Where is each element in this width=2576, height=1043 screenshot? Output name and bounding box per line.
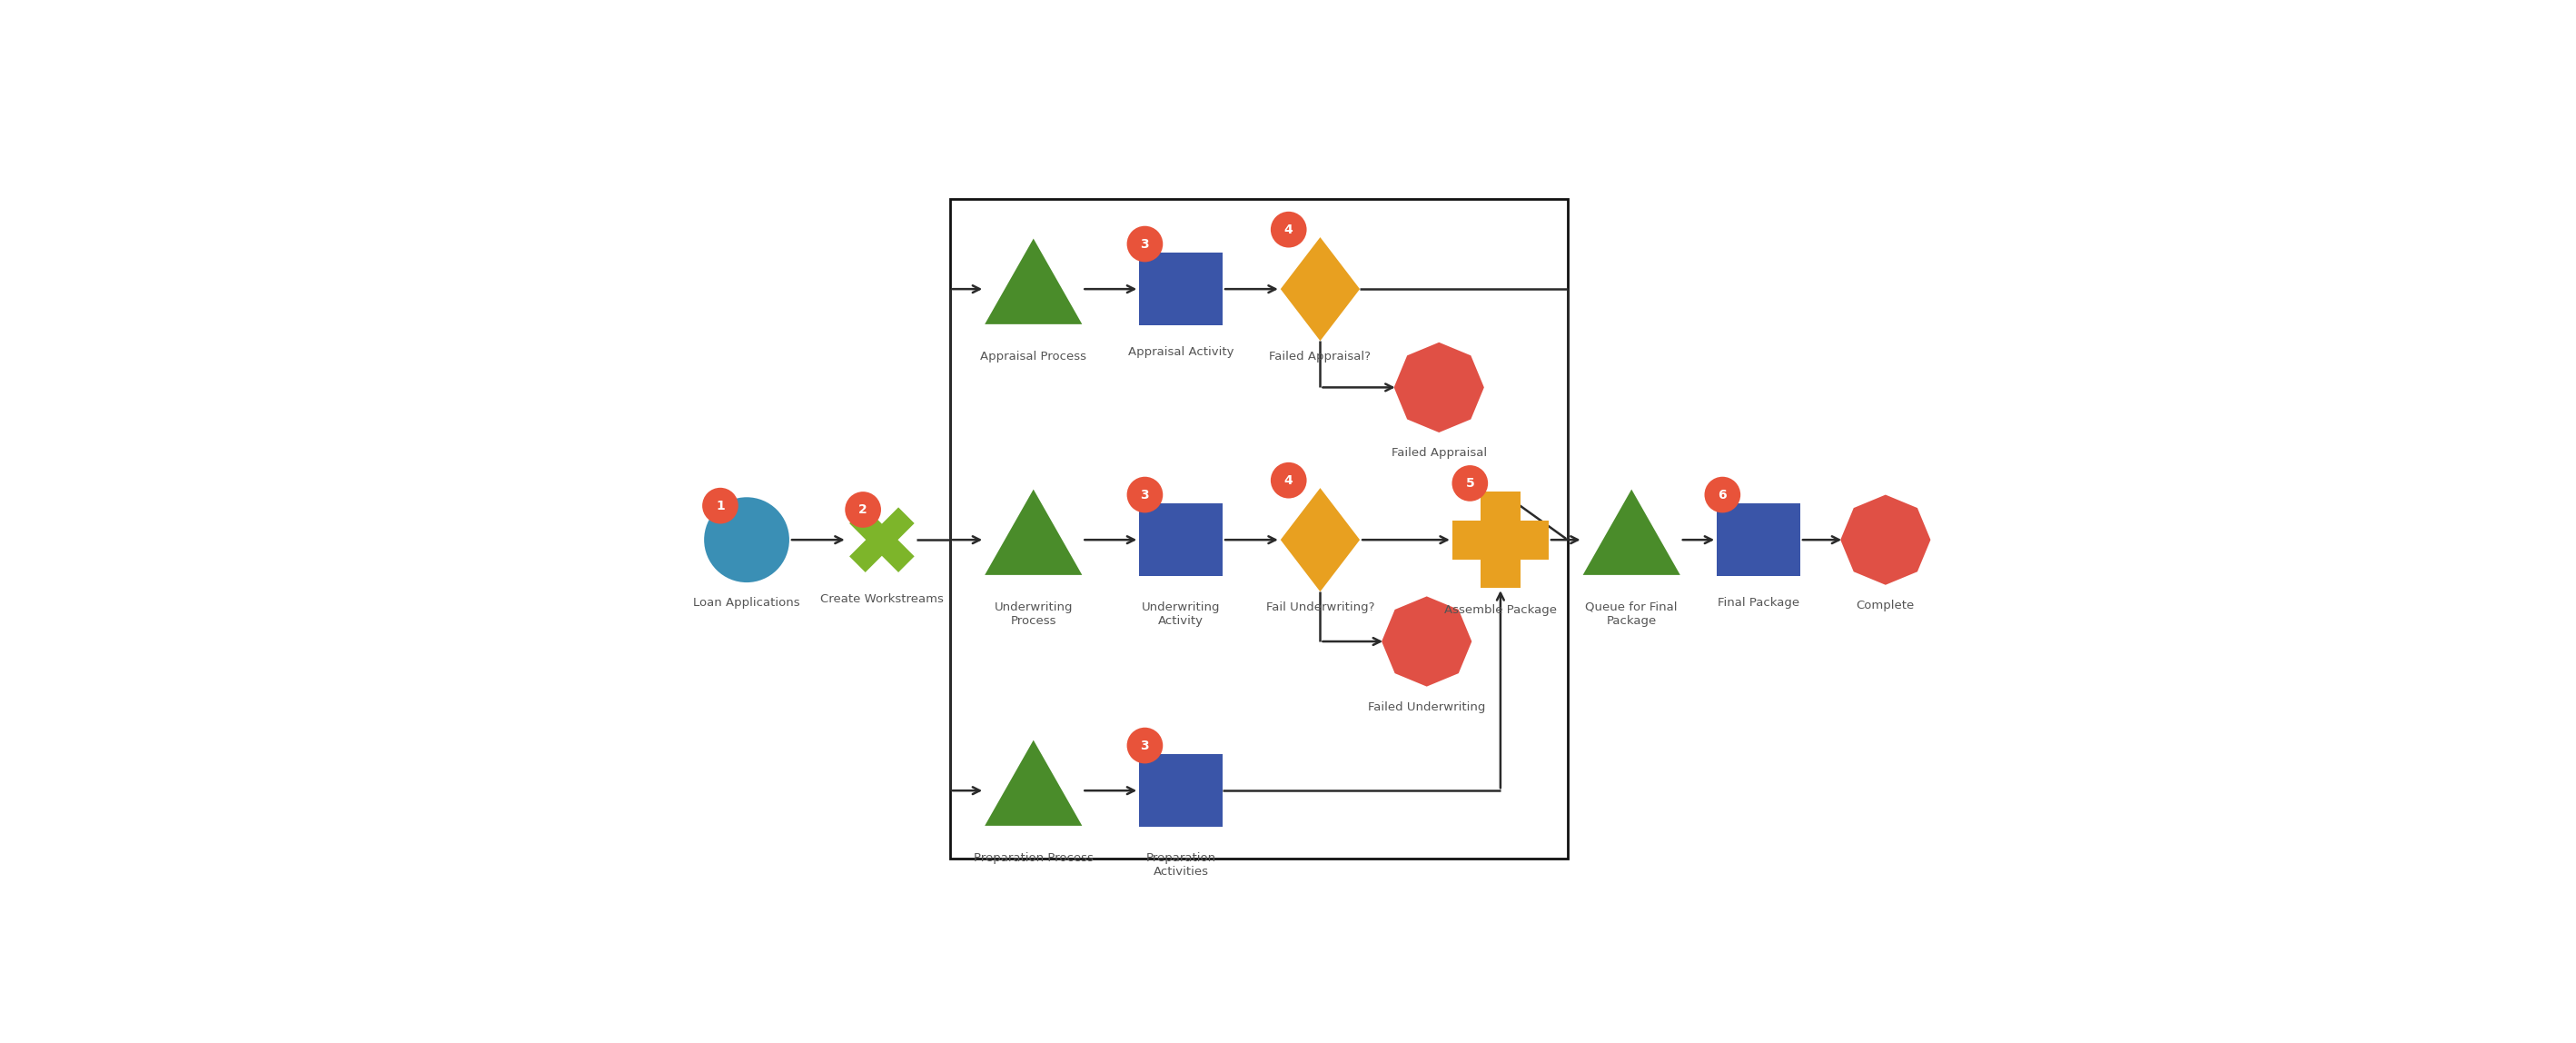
Text: Final Package: Final Package: [1718, 598, 1801, 609]
Text: 5: 5: [1466, 477, 1473, 489]
Polygon shape: [984, 489, 1082, 575]
Circle shape: [845, 491, 881, 528]
FancyBboxPatch shape: [1139, 754, 1224, 827]
Text: Fail Underwriting?: Fail Underwriting?: [1265, 601, 1376, 613]
Text: Appraisal Process: Appraisal Process: [981, 350, 1087, 362]
Text: Failed Appraisal?: Failed Appraisal?: [1270, 350, 1370, 362]
Text: 3: 3: [1141, 488, 1149, 501]
Text: Underwriting
Activity: Underwriting Activity: [1141, 601, 1221, 627]
Polygon shape: [1280, 237, 1360, 341]
Circle shape: [1126, 226, 1162, 262]
Polygon shape: [1582, 489, 1680, 575]
Circle shape: [1705, 477, 1741, 513]
Polygon shape: [1839, 494, 1929, 585]
Text: Complete: Complete: [1857, 600, 1914, 611]
Polygon shape: [850, 507, 914, 573]
Text: Failed Appraisal: Failed Appraisal: [1391, 447, 1486, 459]
Text: Create Workstreams: Create Workstreams: [819, 593, 943, 605]
Polygon shape: [1394, 342, 1484, 433]
Text: 4: 4: [1285, 223, 1293, 236]
Circle shape: [703, 498, 788, 582]
Text: 1: 1: [716, 500, 724, 512]
Text: Queue for Final
Package: Queue for Final Package: [1584, 601, 1677, 627]
Polygon shape: [984, 741, 1082, 826]
Text: 2: 2: [858, 504, 868, 516]
Circle shape: [703, 488, 739, 524]
Polygon shape: [984, 239, 1082, 324]
Text: Loan Applications: Loan Applications: [693, 598, 801, 609]
Text: Underwriting
Process: Underwriting Process: [994, 601, 1072, 627]
Circle shape: [1126, 477, 1162, 513]
Circle shape: [1270, 212, 1306, 247]
Circle shape: [1453, 465, 1489, 502]
Text: Preparation Process: Preparation Process: [974, 852, 1092, 864]
Text: 3: 3: [1141, 238, 1149, 250]
Text: Appraisal Activity: Appraisal Activity: [1128, 346, 1234, 358]
Text: 4: 4: [1285, 474, 1293, 487]
Circle shape: [1270, 462, 1306, 499]
FancyBboxPatch shape: [1139, 504, 1224, 576]
Polygon shape: [1280, 488, 1360, 591]
Bar: [951, 199, 1569, 858]
Text: Assemble Package: Assemble Package: [1445, 604, 1556, 615]
FancyBboxPatch shape: [1139, 253, 1224, 325]
Text: Failed Underwriting: Failed Underwriting: [1368, 701, 1486, 713]
Polygon shape: [1453, 491, 1548, 588]
Text: 6: 6: [1718, 488, 1726, 501]
Circle shape: [1126, 728, 1162, 763]
Polygon shape: [1381, 597, 1471, 686]
Text: 3: 3: [1141, 739, 1149, 752]
Text: Preparation
Activities: Preparation Activities: [1146, 852, 1216, 877]
FancyBboxPatch shape: [1716, 504, 1801, 576]
